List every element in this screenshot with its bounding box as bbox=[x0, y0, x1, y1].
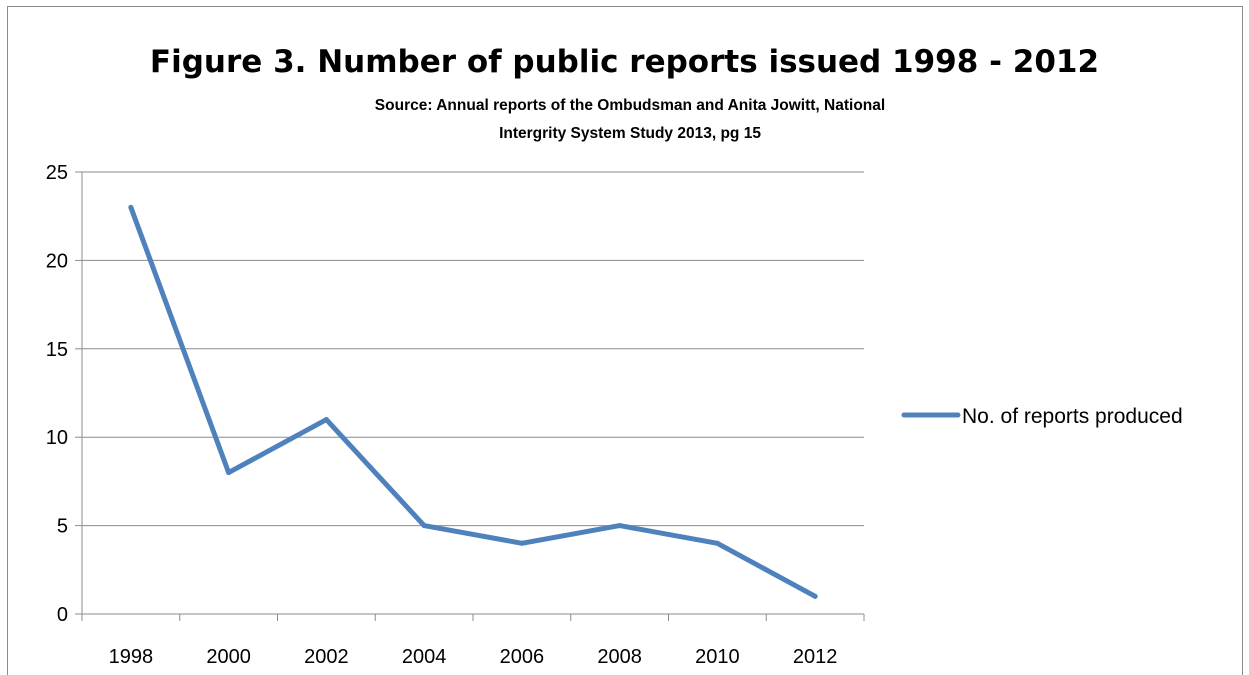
data-point bbox=[128, 205, 133, 210]
data-point bbox=[617, 523, 622, 528]
gridlines bbox=[82, 172, 864, 526]
x-tick-label: 2012 bbox=[793, 646, 838, 668]
y-tick-label: 15 bbox=[46, 339, 68, 361]
data-point bbox=[813, 594, 818, 599]
y-tick-label: 5 bbox=[57, 516, 68, 538]
data-point bbox=[324, 417, 329, 422]
x-tick-label: 2006 bbox=[500, 646, 545, 668]
x-tick-label: 2002 bbox=[304, 646, 349, 668]
data-point bbox=[715, 541, 720, 546]
y-tick-label: 0 bbox=[57, 604, 68, 626]
y-tick-label: 25 bbox=[46, 162, 68, 184]
series-line-0 bbox=[131, 207, 815, 596]
x-tick-label: 2010 bbox=[695, 646, 740, 668]
data-point bbox=[422, 523, 427, 528]
y-axis-ticks: 0 5 10 15 20 25 bbox=[46, 162, 82, 626]
x-tick-label: 2000 bbox=[206, 646, 251, 668]
x-tick-label: 2004 bbox=[402, 646, 447, 668]
y-tick-label: 20 bbox=[46, 250, 68, 272]
y-tick-label: 10 bbox=[46, 427, 68, 449]
legend-label: No. of reports produced bbox=[962, 405, 1183, 428]
data-point bbox=[519, 541, 524, 546]
legend: No. of reports produced bbox=[904, 405, 1183, 428]
x-tick-label: 1998 bbox=[109, 646, 154, 668]
series bbox=[128, 205, 817, 599]
x-tick-label: 2008 bbox=[597, 646, 642, 668]
data-point bbox=[226, 470, 231, 475]
x-axis-ticks: 1998 2000 2002 2004 2006 2008 2010 2012 bbox=[82, 614, 864, 668]
